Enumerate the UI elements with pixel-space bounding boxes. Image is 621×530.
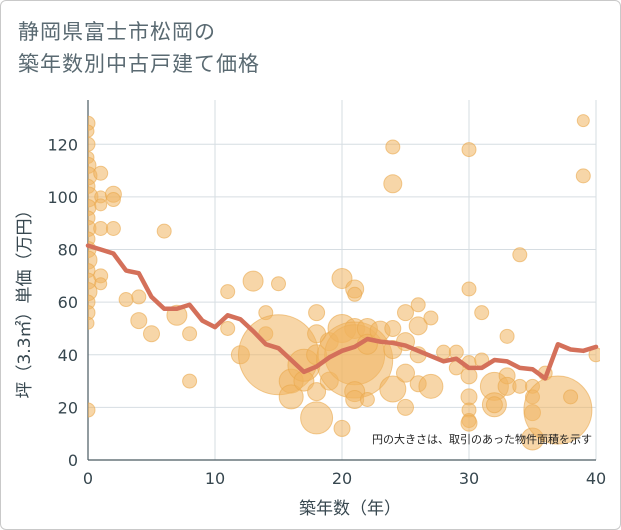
data-bubble <box>461 281 477 297</box>
data-bubble <box>383 174 403 194</box>
y-tick-label: 60 <box>58 293 78 312</box>
data-bubble <box>220 320 236 336</box>
data-bubble <box>408 316 428 336</box>
data-bubble <box>396 363 415 383</box>
data-bubble <box>105 220 121 236</box>
data-bubble <box>308 304 326 322</box>
data-bubble <box>182 326 198 342</box>
chart-title: 静岡県富士市松岡の 築年数別中古戸建て価格 <box>18 16 260 80</box>
data-bubble <box>410 297 426 313</box>
data-bubble <box>359 391 375 407</box>
average-price-line <box>85 243 599 381</box>
data-bubble <box>379 375 407 403</box>
data-bubble <box>94 277 108 291</box>
data-bubble <box>94 198 108 212</box>
average-line-layer <box>85 243 599 381</box>
y-axis-title: 坪（3.3㎡）単価（万円） <box>15 201 35 398</box>
y-tick-label: 20 <box>58 398 78 417</box>
data-bubble <box>460 367 478 385</box>
data-bubble <box>88 316 95 330</box>
data-bubble <box>88 124 95 138</box>
data-bubble <box>563 389 579 405</box>
data-bubble <box>333 419 351 437</box>
data-bubble <box>156 223 172 239</box>
data-bubble <box>220 284 236 300</box>
data-bubble <box>512 247 528 263</box>
data-bubble <box>575 168 591 184</box>
data-bubble <box>182 373 198 389</box>
y-tick-label: 120 <box>47 135 78 154</box>
data-bubble <box>460 414 478 432</box>
data-bubble <box>88 136 96 152</box>
bubble-layer <box>88 114 600 451</box>
x-tick-label: 30 <box>459 469 479 488</box>
data-bubble <box>278 384 304 410</box>
data-bubble <box>300 401 334 435</box>
data-bubble <box>460 388 478 406</box>
x-tick-label: 0 <box>83 469 93 488</box>
data-bubble <box>418 373 444 399</box>
data-bubble <box>397 304 414 322</box>
data-bubble <box>131 289 147 305</box>
data-bubble <box>130 312 148 330</box>
y-tick-label: 40 <box>58 346 78 365</box>
x-tick-label: 10 <box>205 469 225 488</box>
data-bubble <box>485 396 503 414</box>
axis-ticks: 0 10 20 30 40 0 20 40 60 80 100 120 <box>47 135 606 488</box>
data-bubble <box>474 305 490 321</box>
x-tick-label: 40 <box>586 469 606 488</box>
data-bubble <box>118 292 134 308</box>
y-tick-label: 80 <box>58 241 78 260</box>
data-bubble <box>88 402 96 418</box>
data-bubble <box>512 378 528 394</box>
grid-lines <box>87 100 597 461</box>
data-bubble <box>242 270 264 292</box>
data-bubble <box>271 276 286 292</box>
title-line-1: 静岡県富士市松岡の <box>18 20 216 44</box>
data-bubble <box>143 325 160 343</box>
data-bubble <box>105 192 121 208</box>
data-bubble <box>423 310 439 326</box>
y-tick-label: 100 <box>47 188 78 207</box>
size-legend-note: 円の大きさは、取引のあった物件面積を示す <box>372 432 592 446</box>
title-line-2: 築年数別中古戸建て価格 <box>18 52 260 76</box>
data-bubble <box>347 286 363 302</box>
data-bubble <box>384 319 402 337</box>
data-bubble <box>93 165 109 181</box>
y-tick-label: 0 <box>68 451 78 470</box>
data-bubble <box>385 139 401 155</box>
x-tick-label: 20 <box>332 469 352 488</box>
data-bubble <box>576 114 590 128</box>
data-bubble <box>307 382 327 402</box>
x-axis-title: 築年数（年） <box>299 499 401 519</box>
data-bubble <box>93 220 109 236</box>
data-bubble <box>88 305 96 321</box>
data-bubble <box>397 398 414 416</box>
data-bubble <box>499 328 515 344</box>
data-bubble <box>461 142 477 158</box>
